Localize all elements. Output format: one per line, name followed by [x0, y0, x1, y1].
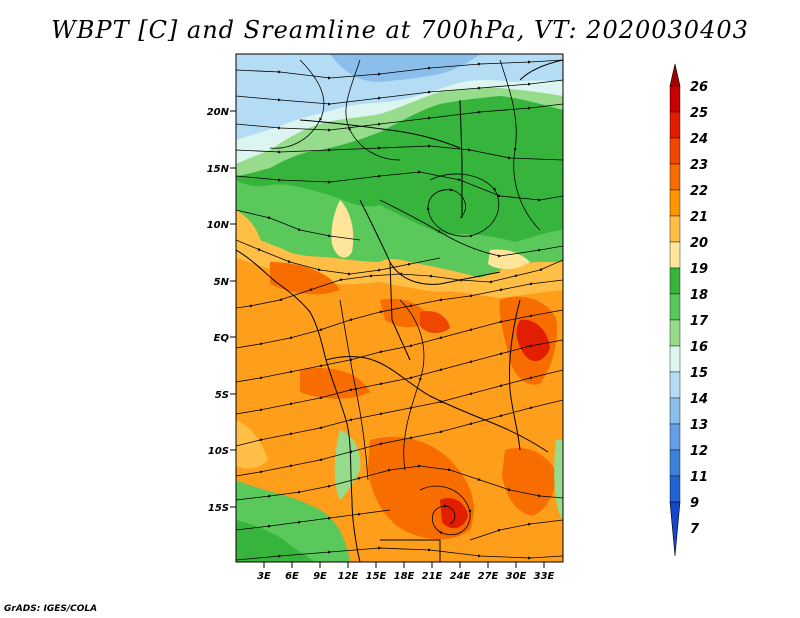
colorbar-swatch [669, 397, 681, 425]
colorbar-label: 21 [690, 210, 708, 225]
colorbar-label: 11 [690, 470, 708, 485]
footer-credit: GrADS: IGES/COLA [4, 604, 98, 614]
colorbar-swatch [669, 137, 681, 165]
colorbar-swatch [669, 449, 681, 477]
lat-label: 10N [207, 220, 230, 231]
colorbar-swatch [669, 475, 681, 503]
streamlines [236, 59, 563, 561]
colorbar-label: 25 [690, 106, 708, 121]
lon-tick-marks [263, 562, 545, 568]
colorbar-label: 18 [690, 288, 708, 303]
lat-tick-labels: 20N 15N 10N 5N EQ 5S 10S 15S [207, 107, 230, 514]
lat-label: EQ [214, 333, 230, 344]
lon-label: 27E [478, 571, 499, 582]
colorbar-swatch [669, 345, 681, 373]
colorbar-label: 7 [690, 522, 700, 537]
colorbar-swatch [669, 85, 681, 113]
lat-label: 15S [208, 503, 229, 514]
colorbar-label: 24 [690, 132, 708, 147]
lon-label: 33E [534, 571, 555, 582]
colorbar-label: 19 [690, 262, 708, 277]
colorbar-swatch [669, 423, 681, 451]
lat-label: 20N [207, 107, 230, 118]
lat-tick-marks [230, 110, 236, 508]
lon-label: 24E [450, 571, 471, 582]
colorbar-label: 15 [690, 366, 708, 381]
colorbar-top-arrow [669, 63, 681, 87]
lon-label: 30E [506, 571, 527, 582]
colorbar-label: 17 [690, 314, 709, 329]
colorbar: 26 25 24 23 22 21 20 19 18 17 16 15 14 1… [669, 63, 709, 557]
colorbar-bottom-arrow [669, 501, 681, 557]
colorbar-label: 26 [690, 80, 708, 95]
lat-label: 10S [208, 446, 229, 457]
lon-tick-labels: 3E 6E 9E 12E 15E 18E 21E 24E 27E 30E 33E [257, 571, 554, 582]
lon-label: 15E [366, 571, 387, 582]
colorbar-label: 12 [690, 444, 708, 459]
colorbar-label: 14 [690, 392, 708, 407]
map-title: WBPT [C] and Sreamline at 700hPa, VT: 20… [51, 16, 749, 44]
colorbar-swatch [669, 267, 681, 295]
lat-label: 5N [214, 277, 230, 288]
colorbar-swatch [669, 189, 681, 217]
colorbar-swatch [669, 241, 681, 269]
colorbar-label: 20 [690, 236, 708, 251]
colorbar-swatch [669, 293, 681, 321]
lon-label: 21E [422, 571, 443, 582]
lat-label: 15N [207, 164, 230, 175]
lat-label: 5S [215, 390, 229, 401]
colorbar-swatch [669, 371, 681, 399]
lon-label: 12E [338, 571, 359, 582]
colorbar-label: 9 [690, 496, 699, 511]
colorbar-swatch [669, 215, 681, 243]
map-frame [235, 53, 564, 563]
lon-label: 3E [257, 571, 271, 582]
colorbar-label: 22 [690, 184, 708, 199]
colorbar-label: 16 [690, 340, 708, 355]
colorbar-label: 23 [690, 158, 708, 173]
colorbar-swatch [669, 111, 681, 139]
lon-label: 18E [394, 571, 415, 582]
lon-label: 9E [313, 571, 327, 582]
lon-label: 6E [285, 571, 299, 582]
colorbar-swatch [669, 163, 681, 191]
colorbar-swatch [669, 319, 681, 347]
colorbar-label: 13 [690, 418, 708, 433]
